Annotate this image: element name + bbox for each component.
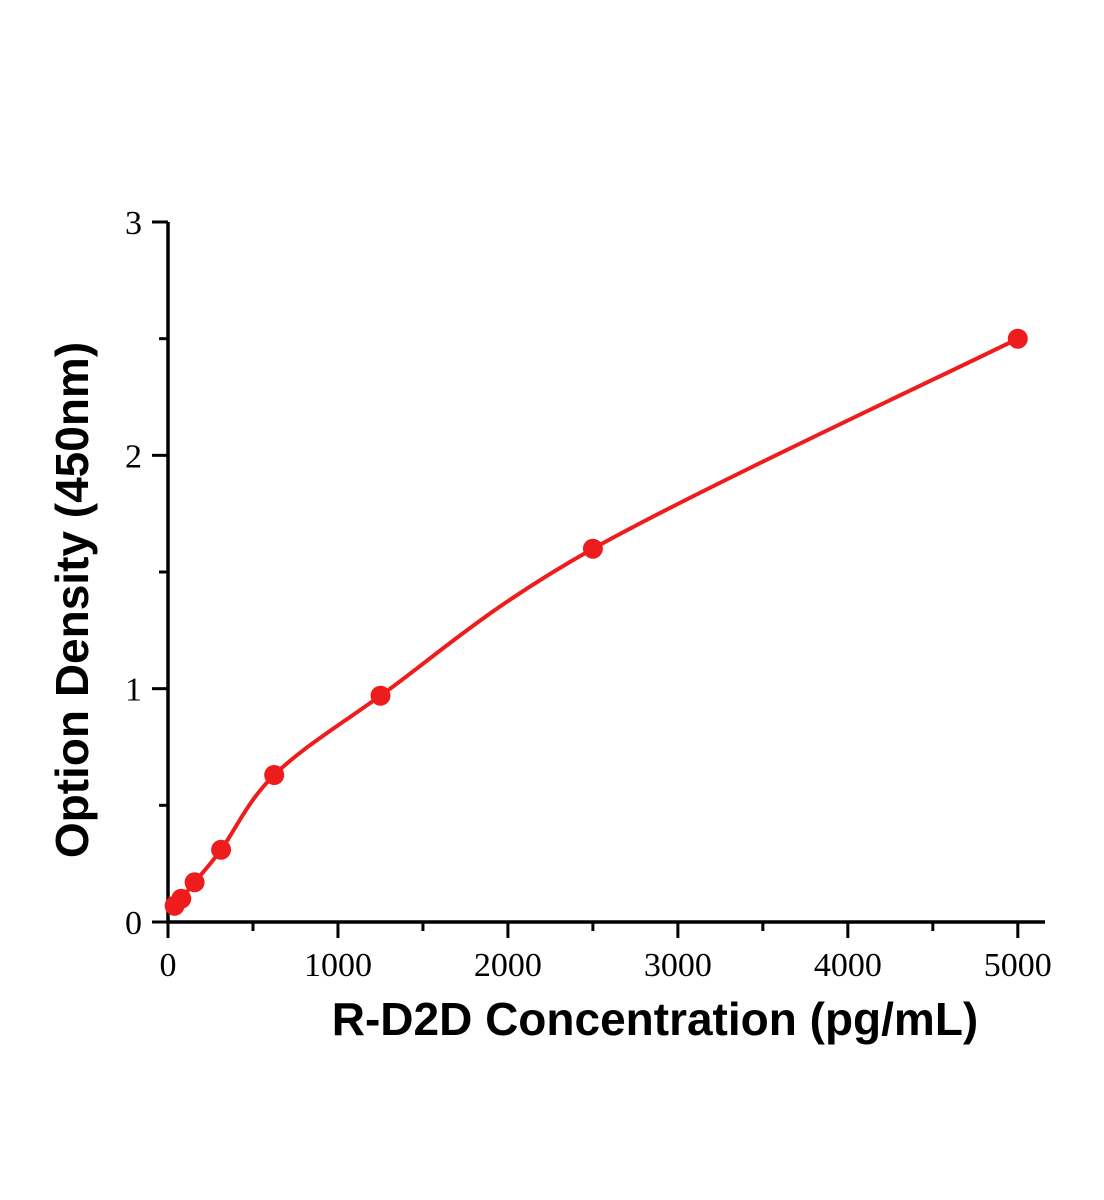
y-tick-label: 3 bbox=[125, 205, 142, 242]
x-tick-label: 0 bbox=[160, 947, 177, 984]
x-tick-label: 2000 bbox=[474, 947, 542, 984]
y-tick-label: 0 bbox=[125, 905, 142, 942]
x-tick-label: 1000 bbox=[304, 947, 372, 984]
y-tick-label: 1 bbox=[125, 672, 142, 709]
x-axis-title: R-D2D Concentration (pg/mL) bbox=[332, 993, 979, 1045]
plot-area: 0 1000 2000 3000 4000 5000 0 1 2 3 bbox=[125, 205, 1052, 984]
fit-curve bbox=[172, 336, 1020, 908]
data-point bbox=[264, 765, 285, 785]
data-point bbox=[171, 888, 192, 909]
data-point bbox=[582, 538, 603, 559]
y-axis-title: Option Density (450nm) bbox=[46, 342, 98, 858]
x-tick-label: 3000 bbox=[644, 947, 712, 984]
data-point bbox=[211, 839, 232, 860]
data-point bbox=[184, 872, 205, 893]
x-tick-label: 5000 bbox=[984, 947, 1052, 984]
y-tick-label: 2 bbox=[125, 438, 142, 475]
data-point bbox=[370, 685, 391, 706]
x-tick-label: 4000 bbox=[814, 947, 882, 984]
data-point bbox=[1007, 328, 1028, 349]
